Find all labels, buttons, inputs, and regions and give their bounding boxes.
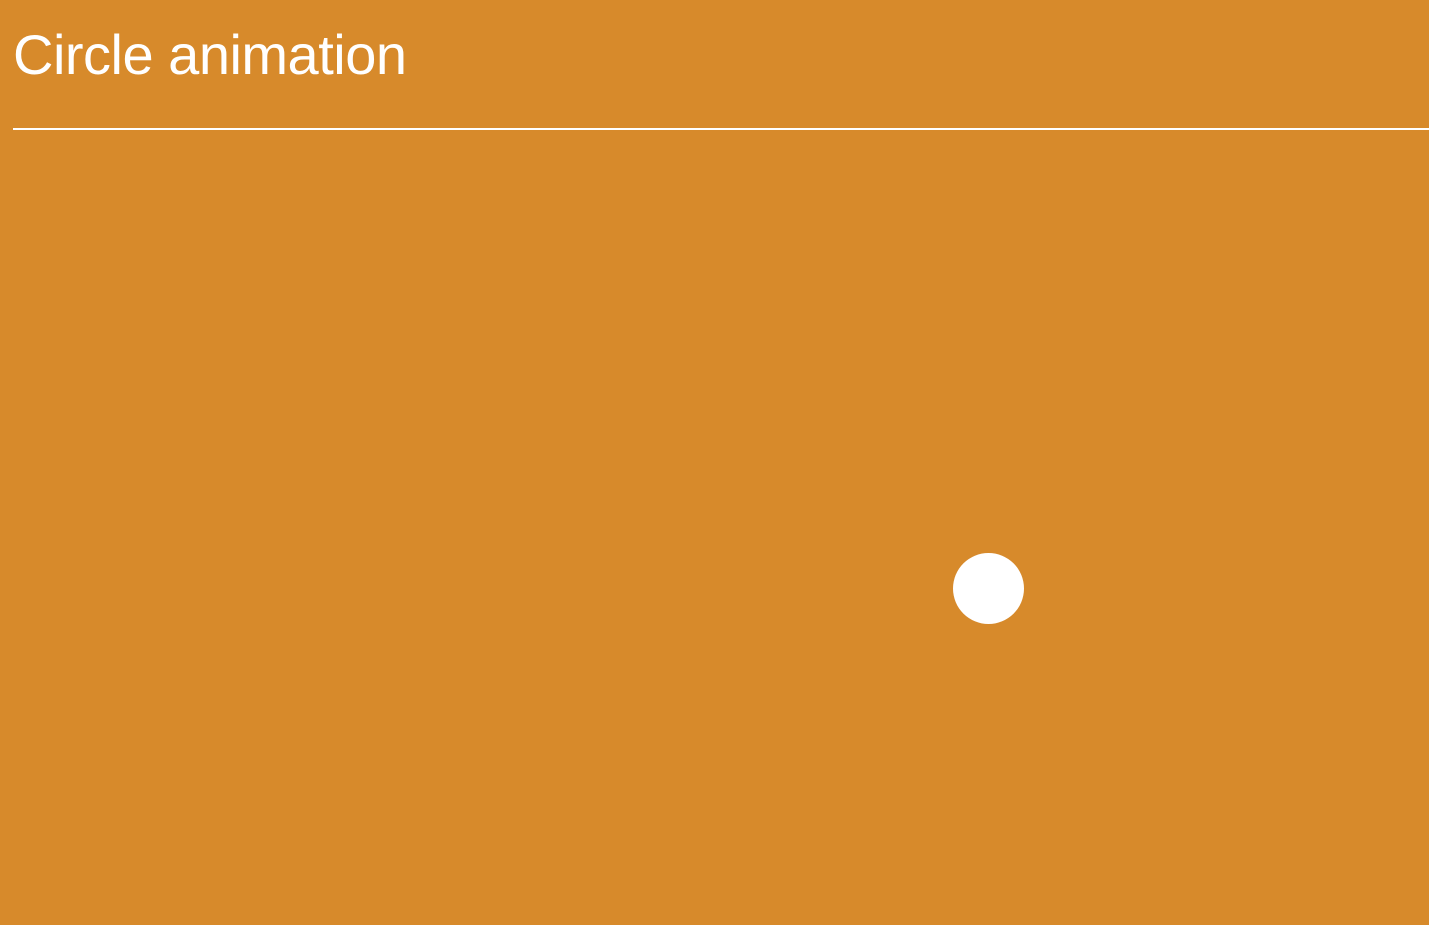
page-title: Circle animation — [13, 23, 407, 86]
animation-stage — [0, 130, 1429, 925]
title-divider — [13, 128, 1429, 130]
animated-circle — [953, 553, 1024, 624]
